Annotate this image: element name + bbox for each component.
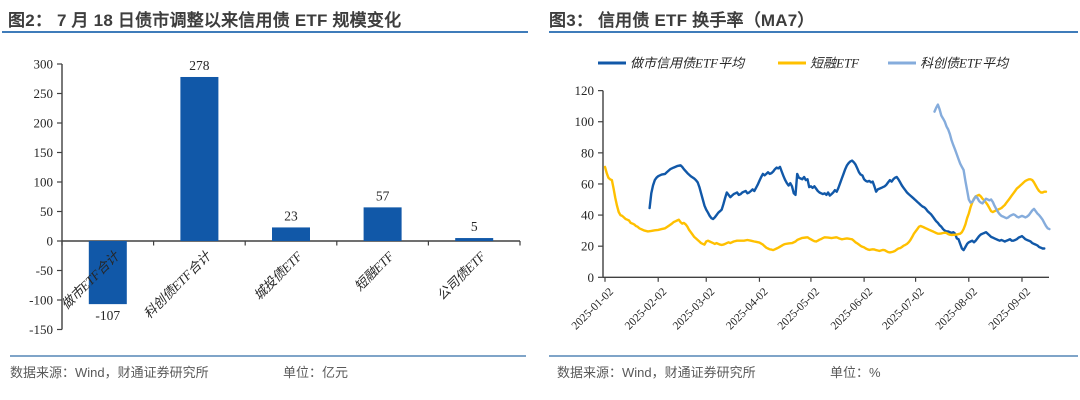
y-tick-label: 250 bbox=[34, 86, 54, 101]
y-tick-label: 40 bbox=[581, 208, 594, 223]
y-tick-label: -100 bbox=[29, 293, 53, 308]
x-tick-label: 2025-06-02 bbox=[829, 286, 876, 333]
y-tick-label: 60 bbox=[581, 176, 594, 191]
y-tick-label: -150 bbox=[29, 322, 53, 337]
legend-label: 做市信用债ETF平均 bbox=[630, 56, 746, 71]
series-line-科创债ETF平均 bbox=[933, 103, 1051, 231]
fig2-title-underline bbox=[2, 31, 528, 33]
y-tick-label: 150 bbox=[34, 145, 54, 160]
y-tick-label: 100 bbox=[34, 175, 54, 190]
y-tick-label: 80 bbox=[581, 145, 594, 160]
x-tick-label: 2025-07-02 bbox=[880, 286, 927, 333]
series-line-做市信用债ETF平均 bbox=[648, 159, 1046, 252]
x-tick-label: 2025-08-02 bbox=[933, 286, 980, 333]
category-label: 城投债ETF bbox=[251, 248, 306, 303]
y-tick-label: 200 bbox=[34, 116, 54, 131]
bar-城投债ETF bbox=[272, 227, 310, 241]
y-tick-label: -50 bbox=[36, 263, 53, 278]
category-label: 科创债ETF合计 bbox=[141, 247, 215, 321]
fig2-bar-chart: -150-100-50050100150200250300-107做市ETF合计… bbox=[29, 57, 521, 337]
bar-value-label: 278 bbox=[189, 58, 210, 73]
y-tick-label: 100 bbox=[575, 114, 595, 129]
bar-科创债ETF合计 bbox=[180, 76, 219, 241]
legend-label: 短融ETF bbox=[810, 56, 860, 71]
x-tick-label: 2025-03-02 bbox=[671, 286, 718, 333]
y-tick-label: 120 bbox=[575, 83, 595, 98]
x-tick-label: 2025-01-02 bbox=[570, 286, 617, 333]
fig3-unit-note: 单位：% bbox=[830, 365, 881, 380]
bar-value-label: 57 bbox=[376, 188, 390, 203]
legend-label: 科创债ETF平均 bbox=[920, 56, 1010, 71]
fig3-line-chart: 做市信用债ETF平均 短融ETF 科创债ETF平均 0 20 40 60 80 100 120 20… bbox=[570, 56, 1051, 333]
bar-公司债ETF bbox=[455, 238, 494, 241]
fig3-source-note: 数据来源：Wind，财通证券研究所 bbox=[557, 365, 756, 380]
fig2-footer-rule bbox=[10, 355, 526, 357]
category-label: 公司债ETF bbox=[434, 248, 489, 303]
bar-短融ETF bbox=[363, 207, 402, 241]
fig3-title-underline bbox=[549, 31, 1078, 33]
bar-value-label: -107 bbox=[95, 308, 120, 323]
category-label: 短融ETF bbox=[351, 248, 397, 294]
x-tick-label: 2025-05-02 bbox=[776, 286, 823, 333]
fig2-source-note: 数据来源：Wind，财通证券研究所 bbox=[10, 365, 209, 380]
y-tick-label: 0 bbox=[47, 234, 54, 249]
fig2-unit-note: 单位：亿元 bbox=[283, 365, 349, 380]
bar-value-label: 23 bbox=[284, 208, 298, 223]
series-line-短融ETF bbox=[603, 165, 1048, 254]
x-tick-label: 2025-09-02 bbox=[987, 286, 1034, 333]
bar-做市ETF合计 bbox=[88, 241, 127, 305]
fig3-footer-rule bbox=[549, 355, 1078, 357]
fig3-title: 图3： 信用债 ETF 换手率（MA7） bbox=[549, 11, 815, 30]
x-tick-label: 2025-04-02 bbox=[724, 286, 771, 333]
y-tick-label: 20 bbox=[581, 239, 594, 254]
y-tick-label: 50 bbox=[40, 204, 53, 219]
y-tick-label: 300 bbox=[34, 57, 54, 72]
bar-value-label: 5 bbox=[471, 219, 478, 234]
y-tick-label: 0 bbox=[588, 270, 595, 285]
x-tick-label: 2025-02-02 bbox=[623, 286, 670, 333]
fig2-title: 图2： 7 月 18 日债市调整以来信用债 ETF 规模变化 bbox=[8, 11, 402, 30]
